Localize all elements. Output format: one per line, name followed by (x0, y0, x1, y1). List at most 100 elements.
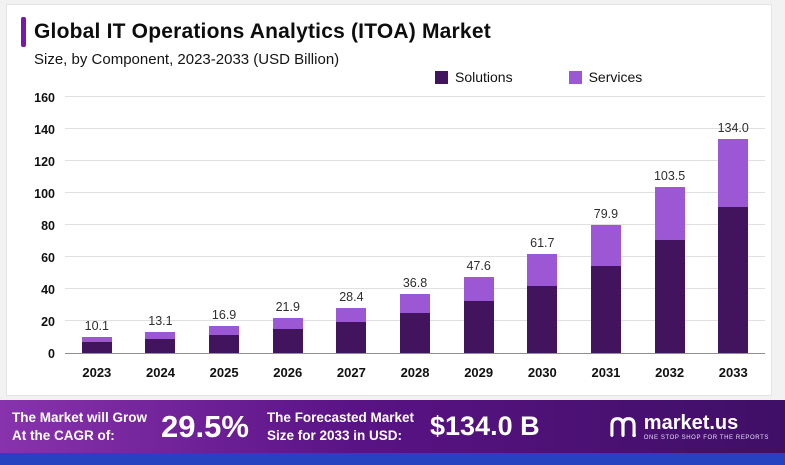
gridline (65, 128, 765, 129)
y-tick-label: 80 (41, 219, 55, 233)
bar-column-2025: 16.9 (192, 97, 256, 353)
bar-stack (527, 254, 558, 353)
gridline (65, 96, 765, 97)
bottom-strip (0, 453, 785, 465)
x-tick-label: 2028 (400, 365, 430, 380)
bar-segment-services-2030 (527, 254, 558, 286)
page-title: Global IT Operations Analytics (ITOA) Ma… (34, 20, 491, 43)
legend-swatch (435, 70, 448, 84)
x-tick-label: 2031 (591, 365, 621, 380)
cagr-value: 29.5% (161, 408, 249, 444)
bar-segment-solutions-2024 (145, 338, 176, 353)
bar-segment-services-2023 (81, 336, 112, 342)
legend-item-services: Services (568, 69, 642, 85)
bar-segment-services-2027 (336, 307, 367, 322)
y-tick-label: 120 (34, 155, 55, 169)
bar-total-label: 61.7 (530, 236, 555, 251)
y-tick-label: 140 (34, 123, 55, 137)
bar-total-label: 10.1 (84, 318, 109, 333)
bar-stack (145, 332, 176, 353)
bar-column-2023: 10.1 (65, 97, 129, 353)
bar-stack (336, 307, 367, 353)
stacked-bar-chart: 0 20 40 60 80 100 120 140 160 10.1 13.1 16.9 21.9 28… (15, 91, 767, 397)
forecast-value: $134.0 B (430, 411, 540, 441)
bar-segment-solutions-2033 (718, 207, 749, 353)
bar-segment-services-2024 (145, 332, 176, 339)
bar-stack (463, 276, 494, 353)
bar-total-label: 36.8 (402, 276, 428, 291)
bar-segment-solutions-2027 (336, 322, 367, 353)
legend-label: Solutions (455, 69, 513, 85)
gridline (65, 256, 765, 257)
y-tick-label: 160 (34, 91, 55, 105)
y-tick-label: 20 (41, 315, 55, 329)
bar-segment-solutions-2029 (463, 301, 494, 353)
page-subtitle: Size, by Component, 2023-2033 (USD Billi… (34, 51, 340, 68)
bar-segment-solutions-2028 (400, 312, 431, 353)
bar-segment-services-2028 (400, 294, 431, 313)
y-tick-label: 0 (48, 347, 55, 361)
bar-total-label: 134.0 (717, 120, 749, 135)
x-axis: 2023 2024 2025 2026 2027 2028 2029 2030 2031 2032… (65, 365, 765, 380)
x-tick-label: 2024 (146, 365, 175, 380)
x-tick-label: 2023 (82, 365, 112, 380)
y-axis: 0 20 40 60 80 100 120 140 160 (15, 91, 57, 361)
market-us-logo-icon (610, 416, 636, 437)
bar-column-2032: 103.5 (638, 97, 702, 353)
chart-card: Global IT Operations Analytics (ITOA) Ma… (6, 4, 772, 396)
footer-banner: The Market will Grow At the CAGR of: 29.… (0, 400, 785, 453)
market-us-logo: market.us ONE STOP SHOP FOR THE REPORTS (608, 413, 773, 441)
bar-segment-services-2029 (463, 276, 494, 302)
bar-stack (654, 187, 685, 353)
x-tick-label: 2033 (718, 365, 748, 380)
title-accent-bar (21, 17, 26, 47)
x-tick-label: 2025 (209, 365, 239, 380)
bar-total-label: 103.5 (653, 169, 686, 184)
cagr-label-line2: At the CAGR of: (12, 427, 115, 443)
x-tick-label: 2032 (655, 365, 685, 380)
bar-total-label: 16.9 (211, 308, 237, 323)
y-tick-label: 100 (34, 187, 55, 201)
bar-column-2026: 21.9 (256, 97, 320, 353)
bar-total-label: 47.6 (466, 258, 491, 273)
bar-total-label: 13.1 (148, 314, 173, 329)
gridline (65, 288, 765, 289)
bar-segment-solutions-2025 (209, 334, 240, 353)
header: Global IT Operations Analytics (ITOA) Ma… (7, 5, 771, 47)
bar-segment-solutions-2031 (590, 266, 621, 353)
cagr-label-line1: The Market will Grow (12, 409, 148, 425)
bar-column-2027: 28.4 (320, 97, 384, 353)
bar-total-label: 28.4 (339, 289, 364, 304)
x-tick-label: 2029 (464, 365, 494, 380)
gridline (65, 160, 765, 161)
cagr-label: The Market will Grow At the CAGR of: (12, 409, 147, 444)
legend-item-solutions: Solutions (435, 69, 513, 85)
bar-stack (718, 138, 749, 353)
brand-name: market.us (643, 411, 739, 434)
brand-text: market.us ONE STOP SHOP FOR THE REPORTS (644, 413, 769, 441)
bar-stack (209, 326, 240, 353)
bar-column-2030: 61.7 (510, 97, 574, 353)
forecast-label: The Forecasted Market Size for 2033 in U… (267, 409, 414, 444)
bar-column-2033: 134.0 (701, 97, 765, 353)
forecast-label-line1: The Forecasted Market (266, 409, 414, 425)
plot-area: 10.1 13.1 16.9 21.9 28.4 36.8 47.6 61.7 79.9 103.… (65, 96, 765, 354)
gridline (65, 192, 765, 193)
bar-segment-services-2033 (718, 138, 749, 208)
x-tick-label: 2026 (273, 365, 303, 380)
bar-segment-solutions-2023 (81, 342, 112, 353)
bar-column-2028: 36.8 (383, 97, 447, 353)
bar-segment-solutions-2032 (654, 240, 685, 353)
bar-stack (400, 294, 431, 353)
bar-segment-services-2026 (272, 318, 303, 329)
bar-total-label: 21.9 (275, 300, 300, 314)
gridline (65, 224, 765, 225)
bar-segment-services-2032 (654, 187, 685, 241)
bar-column-2029: 47.6 (447, 97, 511, 353)
x-tick-label: 2030 (527, 365, 557, 380)
bar-total-label: 79.9 (593, 207, 619, 222)
y-tick-label: 60 (41, 251, 55, 265)
chart-legend: Solutions Services (435, 69, 642, 85)
y-tick-label: 40 (41, 283, 55, 297)
